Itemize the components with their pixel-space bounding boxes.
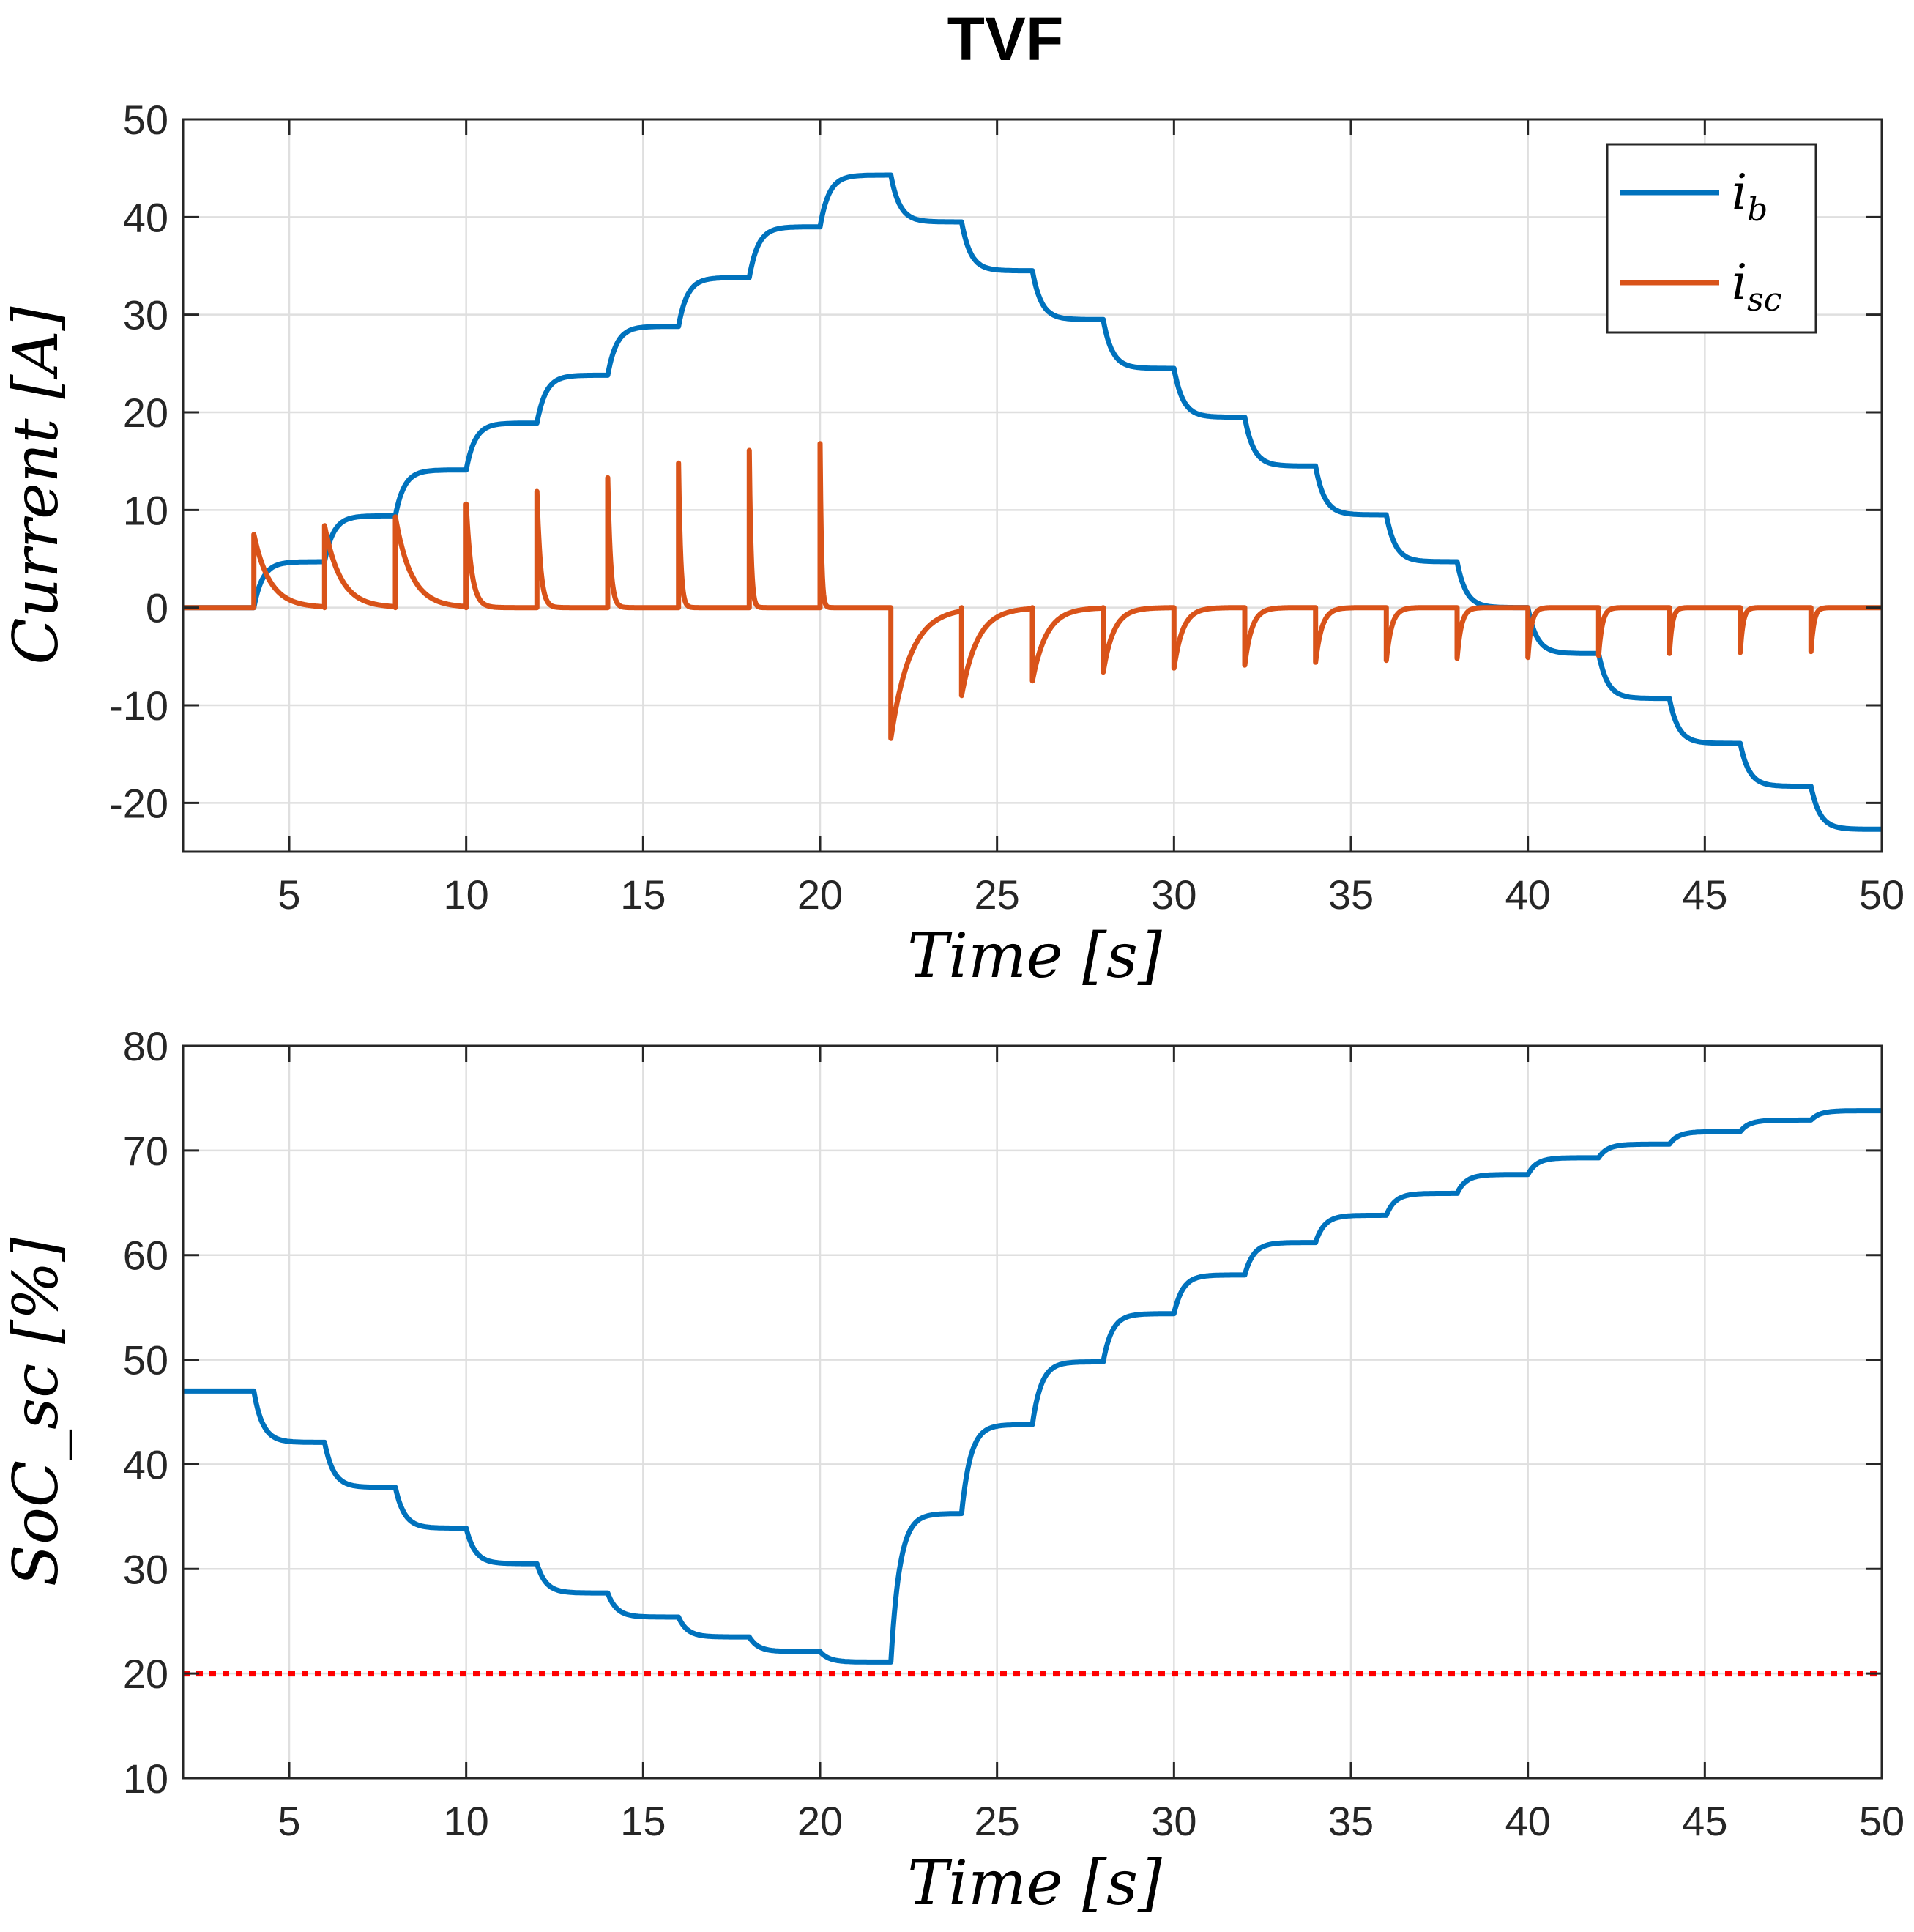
legend-label-ib: ib bbox=[1732, 164, 1768, 229]
y-tick-label: 50 bbox=[123, 97, 168, 143]
y-tick-label: 0 bbox=[146, 585, 168, 631]
x-tick-label: 40 bbox=[1505, 872, 1551, 918]
x-tick-label: 45 bbox=[1682, 1798, 1727, 1844]
legend: ib isc bbox=[1606, 143, 1817, 334]
soc-panel: 5 10 15 20 25 30 35 40 45 50 80 70 60 50 40 30 20 10 Tim… bbox=[0, 1023, 1904, 1919]
x-tick-label: 20 bbox=[797, 1798, 843, 1844]
x-tick-label: 45 bbox=[1682, 872, 1727, 918]
x-tick-label: 50 bbox=[1859, 872, 1904, 918]
x-tick-label: 10 bbox=[444, 1798, 489, 1844]
soc-x-ticks: 5 10 15 20 25 30 35 40 45 50 bbox=[278, 1046, 1904, 1844]
series-line-SoC_sc bbox=[182, 1108, 1883, 1665]
current-y-ticks: 50 40 30 20 10 0 -10 -20 bbox=[109, 97, 1882, 826]
y-tick-label: 10 bbox=[123, 487, 168, 533]
soc-x-axis-label: Time [s] bbox=[907, 1847, 1162, 1919]
x-tick-label: 5 bbox=[278, 872, 300, 918]
soc-series bbox=[182, 1108, 1883, 1677]
x-tick-label: 35 bbox=[1328, 872, 1374, 918]
y-tick-label: 30 bbox=[123, 1546, 168, 1592]
x-tick-label: 5 bbox=[278, 1798, 300, 1844]
y-tick-label: -10 bbox=[109, 683, 168, 729]
chart-title: TVF bbox=[947, 4, 1064, 73]
series-line-i_b bbox=[182, 172, 1883, 832]
x-tick-label: 50 bbox=[1859, 1798, 1904, 1844]
y-tick-label: 80 bbox=[123, 1023, 168, 1069]
soc-axes-frame bbox=[182, 1044, 1883, 1780]
y-tick-label: 20 bbox=[123, 390, 168, 436]
x-tick-label: 25 bbox=[975, 1798, 1020, 1844]
legend-label-isc-sub: sc bbox=[1747, 281, 1781, 319]
current-axes-frame bbox=[182, 118, 1883, 853]
y-tick-label: 10 bbox=[123, 1755, 168, 1802]
series-line-i_sc bbox=[183, 441, 1884, 741]
legend-label-ib-main: i bbox=[1732, 164, 1747, 220]
legend-label-isc: isc bbox=[1732, 254, 1781, 319]
y-tick-label: 50 bbox=[123, 1337, 168, 1383]
y-tick-label: 40 bbox=[123, 1441, 168, 1487]
x-tick-label: 30 bbox=[1151, 1798, 1196, 1844]
y-tick-label: 40 bbox=[123, 194, 168, 240]
current-y-axis-label: Current [A] bbox=[0, 306, 72, 664]
current-series bbox=[182, 172, 1884, 832]
y-tick-label: 30 bbox=[123, 292, 168, 338]
y-tick-label: -20 bbox=[109, 780, 168, 826]
x-tick-label: 10 bbox=[444, 872, 489, 918]
soc-y-ticks: 80 70 60 50 40 30 20 10 bbox=[123, 1023, 1882, 1802]
y-tick-label: 20 bbox=[123, 1651, 168, 1697]
legend-box bbox=[1606, 143, 1817, 334]
current-x-ticks: 5 10 15 20 25 30 35 40 45 50 bbox=[278, 119, 1904, 918]
x-tick-label: 25 bbox=[975, 872, 1020, 918]
x-tick-label: 15 bbox=[620, 872, 666, 918]
y-tick-label: 70 bbox=[123, 1128, 168, 1174]
x-tick-label: 15 bbox=[620, 1798, 666, 1844]
y-tick-label: 60 bbox=[123, 1233, 168, 1279]
current-x-axis-label: Time [s] bbox=[907, 920, 1162, 992]
current-panel: TVF 5 10 15 20 25 30 35 40 45 50 50 40 30 20 10 0 -10 -2… bbox=[0, 4, 1904, 992]
legend-label-ib-sub: b bbox=[1747, 191, 1768, 229]
x-tick-label: 35 bbox=[1328, 1798, 1374, 1844]
x-tick-label: 30 bbox=[1151, 872, 1196, 918]
legend-label-isc-main: i bbox=[1732, 254, 1747, 311]
soc-y-axis-label: SoC_sc [%] bbox=[0, 1237, 72, 1586]
x-tick-label: 40 bbox=[1505, 1798, 1551, 1844]
x-tick-label: 20 bbox=[797, 872, 843, 918]
